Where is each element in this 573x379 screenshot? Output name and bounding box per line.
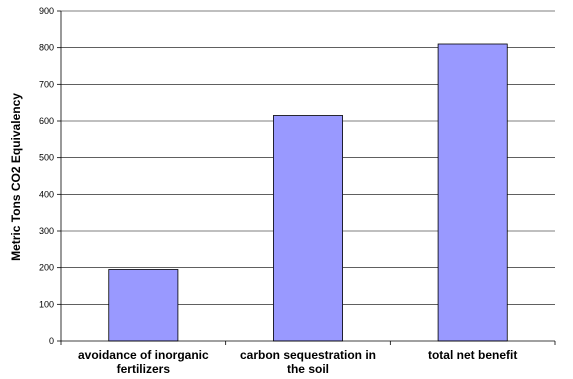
bar [273,115,343,342]
y-axis-title: Metric Tons CO2 Equivalency [9,93,23,261]
y-tick-label: 100 [39,299,54,309]
category-label-line: carbon sequestration in [240,348,376,362]
y-tick-label: 200 [39,263,54,273]
axes [57,10,556,345]
category-label-line: avoidance of inorganic [78,348,209,362]
x-category-label: carbon sequestration in the soil [240,348,376,376]
bar [108,269,179,342]
category-label-line: the soil [287,362,329,376]
y-tick-label: 300 [39,226,54,236]
bars [108,43,508,342]
bar [437,43,508,342]
category-labels: avoidance of inorganic fertilizers carbon … [78,348,517,376]
y-tick-label: 900 [39,6,54,16]
y-tick-label: 600 [39,116,54,126]
y-tick-label: 800 [39,43,54,53]
category-label-line: fertilizers [117,362,171,376]
y-tick-label: 500 [39,153,54,163]
y-tick-label: 400 [39,189,54,199]
y-tick-label: 0 [49,336,54,346]
y-tick-labels: 0 100 200 300 400 500 600 700 800 900 [39,6,54,346]
y-tick-label: 700 [39,79,54,89]
x-category-label: avoidance of inorganic fertilizers [78,348,209,376]
x-category-label: total net benefit [428,348,517,362]
category-label-line: total net benefit [428,348,517,362]
